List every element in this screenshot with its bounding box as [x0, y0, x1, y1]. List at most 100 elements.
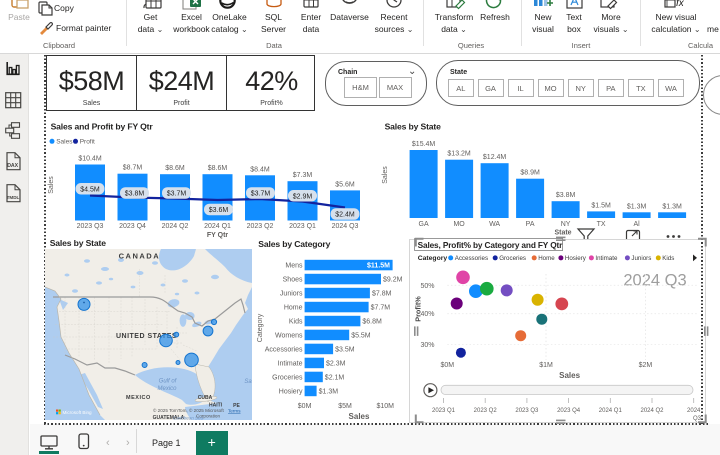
svg-text:2024 Q2: 2024 Q2	[640, 408, 664, 414]
svg-text:Intimate: Intimate	[278, 360, 303, 367]
svg-text:2024 Q3: 2024 Q3	[623, 272, 686, 290]
svg-text:$1.5M: $1.5M	[591, 202, 611, 209]
svg-text:Kids: Kids	[662, 255, 674, 262]
svg-text:$5.6M: $5.6M	[335, 181, 355, 188]
svg-text:$0M: $0M	[440, 362, 454, 369]
svg-text:Mexico: Mexico	[157, 386, 177, 392]
svg-text:2023 Q1: 2023 Q1	[432, 408, 456, 414]
svg-text:Sales: Sales	[56, 139, 73, 146]
svg-text:$7.8M: $7.8M	[372, 291, 392, 298]
svg-text:$3.7M: $3.7M	[251, 191, 271, 198]
svg-text:Intimate: Intimate	[595, 255, 618, 262]
svg-text:Mens: Mens	[285, 263, 303, 270]
svg-text:Terms: Terms	[228, 409, 241, 414]
svg-text:50%: 50%	[420, 283, 434, 290]
svg-text:2023 Q2: 2023 Q2	[247, 223, 274, 230]
svg-text:Juniors: Juniors	[280, 291, 303, 298]
svg-text:Sales: Sales	[559, 371, 580, 380]
svg-text:$1.3M: $1.3M	[662, 203, 682, 210]
svg-text:Hosiery: Hosiery	[279, 388, 303, 395]
svg-text:Gulf of: Gulf of	[159, 379, 178, 385]
svg-text:$4.5M: $4.5M	[80, 186, 100, 193]
svg-text:Shoes: Shoes	[283, 277, 303, 284]
svg-text:Kids: Kids	[289, 319, 303, 326]
svg-text:2023 Q3: 2023 Q3	[515, 408, 539, 414]
svg-text:WA: WA	[489, 221, 500, 228]
svg-text:Sales: Sales	[48, 176, 55, 194]
svg-text:$8.7M: $8.7M	[123, 165, 143, 172]
svg-text:$2.4M: $2.4M	[335, 212, 355, 219]
svg-text:2023 Q2: 2023 Q2	[474, 408, 498, 414]
svg-text:Sales: Sales	[382, 166, 389, 184]
svg-text:TX: TX	[597, 221, 606, 228]
svg-text:$3.8M: $3.8M	[556, 192, 576, 199]
svg-text:$3.5M: $3.5M	[335, 346, 355, 353]
svg-text:2024 Q1: 2024 Q1	[599, 408, 623, 414]
svg-text:State: State	[554, 230, 571, 237]
svg-text:Profit: Profit	[80, 139, 95, 146]
svg-text:2024: 2024	[687, 408, 701, 414]
svg-text:CUBA: CUBA	[198, 395, 213, 401]
svg-text:$13.2M: $13.2M	[447, 151, 471, 158]
svg-text:Juniors: Juniors	[631, 255, 651, 262]
svg-text:$8.9M: $8.9M	[520, 170, 540, 177]
svg-text:$2.1M: $2.1M	[325, 374, 345, 381]
svg-text:30%: 30%	[420, 342, 434, 349]
svg-text:Home: Home	[284, 305, 303, 312]
svg-text:PE: PE	[233, 403, 240, 409]
svg-text:Hosiery: Hosiery	[565, 255, 587, 262]
svg-text:Sales: Sales	[349, 412, 370, 421]
svg-text:Accessories: Accessories	[455, 255, 488, 262]
svg-text:Caribbean Sea: Caribbean Sea	[173, 416, 204, 421]
svg-text:Groceries: Groceries	[272, 374, 303, 381]
svg-text:HAITI: HAITI	[209, 402, 223, 408]
svg-text:$10.4M: $10.4M	[78, 156, 102, 163]
svg-text:$1.3M: $1.3M	[627, 203, 647, 210]
svg-text:2023 Q4: 2023 Q4	[557, 408, 581, 414]
svg-text:$8.4M: $8.4M	[250, 166, 270, 173]
svg-text:2023 Q4: 2023 Q4	[119, 223, 146, 230]
svg-text:Q3: Q3	[693, 416, 702, 422]
svg-text:$2.9M: $2.9M	[293, 193, 313, 200]
svg-text:$11.5M: $11.5M	[367, 263, 390, 270]
svg-text:Groceries: Groceries	[499, 255, 526, 262]
svg-text:FY Qtr: FY Qtr	[207, 232, 229, 239]
svg-text:$15.4M: $15.4M	[412, 141, 436, 148]
svg-text:Al: Al	[633, 221, 640, 228]
svg-text:fx: fx	[676, 0, 685, 9]
svg-text:Womens: Womens	[275, 332, 303, 339]
svg-text:Category: Category	[418, 255, 448, 262]
svg-text:PA: PA	[526, 221, 535, 228]
svg-text:40%: 40%	[420, 311, 434, 318]
svg-text:$8.6M: $8.6M	[165, 165, 185, 172]
svg-text:$9.2M: $9.2M	[383, 277, 403, 284]
svg-text:Category: Category	[257, 313, 264, 342]
svg-text:$10M: $10M	[376, 403, 394, 410]
svg-text:Sales and Profit by FY Qtr: Sales and Profit by FY Qtr	[51, 122, 154, 132]
svg-text:$8.6M: $8.6M	[208, 165, 228, 172]
svg-text:$1.3M: $1.3M	[319, 388, 339, 395]
svg-text:$6.8M: $6.8M	[362, 319, 382, 326]
svg-text:$1M: $1M	[539, 362, 553, 369]
svg-text:$2M: $2M	[639, 362, 653, 369]
svg-text:NY: NY	[561, 221, 571, 228]
svg-text:$0M: $0M	[298, 403, 312, 410]
svg-text:MO: MO	[453, 221, 465, 228]
svg-text:Microsoft Bing: Microsoft Bing	[63, 410, 93, 415]
svg-text:GA: GA	[419, 221, 429, 228]
svg-text:Sa: Sa	[244, 379, 252, 385]
svg-text:Sales by State: Sales by State	[385, 122, 442, 132]
svg-text:Sales, Profit% by Category and: Sales, Profit% by Category and FY Qtr	[418, 240, 564, 250]
svg-text:2024 Q3: 2024 Q3	[332, 223, 359, 230]
svg-text:$3.7M: $3.7M	[167, 191, 187, 198]
svg-text:$3.8M: $3.8M	[125, 191, 145, 198]
svg-text:2023 Q3: 2023 Q3	[77, 223, 104, 230]
svg-text:$2.3M: $2.3M	[326, 360, 346, 367]
svg-text:Accessories: Accessories	[265, 346, 303, 353]
svg-text:2024 Q2: 2024 Q2	[162, 223, 189, 230]
svg-text:$7.3M: $7.3M	[293, 172, 313, 179]
svg-text:Home: Home	[538, 255, 555, 262]
svg-text:$12.4M: $12.4M	[483, 154, 507, 161]
svg-text:Corporation: Corporation	[196, 413, 220, 418]
svg-text:MEXICO: MEXICO	[126, 395, 151, 401]
